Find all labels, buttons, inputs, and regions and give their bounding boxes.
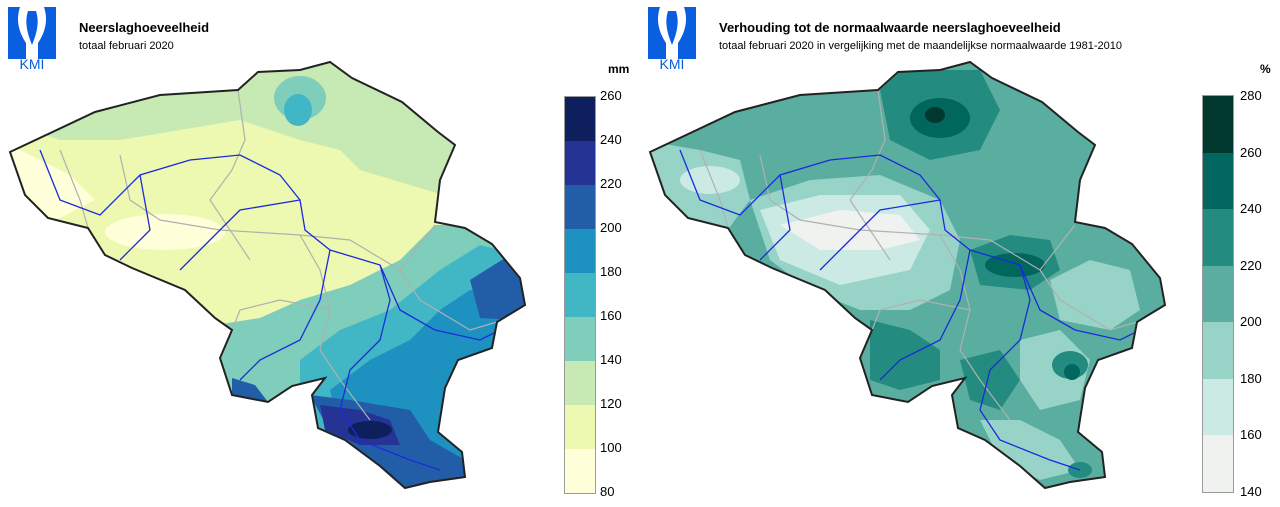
legend-tick-label: 160 xyxy=(600,308,622,323)
legend-swatch xyxy=(565,361,595,405)
kmi-logo: KMI xyxy=(8,7,56,71)
legend-swatch xyxy=(565,229,595,273)
precipitation-panel: KMI Neerslaghoeveelheid totaal februari … xyxy=(8,7,630,499)
legend-swatch xyxy=(565,97,595,141)
legend-tick-label: 80 xyxy=(600,484,615,499)
legend-swatch xyxy=(565,273,595,317)
legend-tick-label: 140 xyxy=(600,352,622,367)
legend-tick-label: 140 xyxy=(1240,483,1262,499)
legend-tick-label: 260 xyxy=(600,88,622,103)
page-subtitle: totaal februari 2020 xyxy=(79,40,174,52)
legend-tick-label: 260 xyxy=(1240,144,1262,160)
legend-tick-label: 180 xyxy=(1240,370,1262,386)
legend-unit: mm xyxy=(608,62,630,76)
page-subtitle: totaal februari 2020 in vergelijking met… xyxy=(719,40,1122,52)
legend-swatch xyxy=(565,317,595,361)
legend-swatch xyxy=(565,185,595,229)
legend-tick-label: 220 xyxy=(600,176,622,191)
legend-tick-label: 200 xyxy=(600,220,622,235)
page-title: Verhouding tot de normaalwaarde neerslag… xyxy=(719,20,1061,35)
ratio-map xyxy=(649,61,1166,489)
svg-text:KMI: KMI xyxy=(660,56,685,71)
legend-tick-label: 120 xyxy=(600,396,622,411)
legend-tick-label: 180 xyxy=(600,264,622,279)
legend-unit: % xyxy=(1260,62,1271,76)
legend-tick-label: 240 xyxy=(600,132,622,147)
legend-tick-label: 280 xyxy=(1240,88,1262,103)
legend-swatch xyxy=(1203,152,1233,209)
legend-swatch xyxy=(1203,209,1233,266)
legend-tick-label: 100 xyxy=(600,440,622,455)
legend-swatch xyxy=(565,405,595,449)
legend-swatch xyxy=(565,141,595,185)
legend-swatch xyxy=(1203,265,1233,322)
page-title: Neerslaghoeveelheid xyxy=(79,20,210,35)
svg-text:KMI: KMI xyxy=(20,56,45,71)
legend-swatch xyxy=(565,449,595,493)
legend-tick-label: 240 xyxy=(1240,201,1262,216)
precipitation-map xyxy=(9,61,526,489)
ratio-panel: KMI Verhouding tot de normaalwaarde neer… xyxy=(640,0,1280,507)
legend-swatch xyxy=(1203,435,1233,492)
kmi-logo: KMI xyxy=(648,7,696,71)
legend-swatch xyxy=(1203,378,1233,435)
ratio-legend xyxy=(1202,95,1234,493)
legend-swatch xyxy=(1203,96,1233,153)
legend-swatch xyxy=(1203,322,1233,379)
legend-tick-label: 200 xyxy=(1240,314,1262,329)
legend-tick-label: 160 xyxy=(1240,427,1262,442)
legend-tick-label: 220 xyxy=(1240,257,1262,273)
precipitation-legend xyxy=(564,96,596,494)
